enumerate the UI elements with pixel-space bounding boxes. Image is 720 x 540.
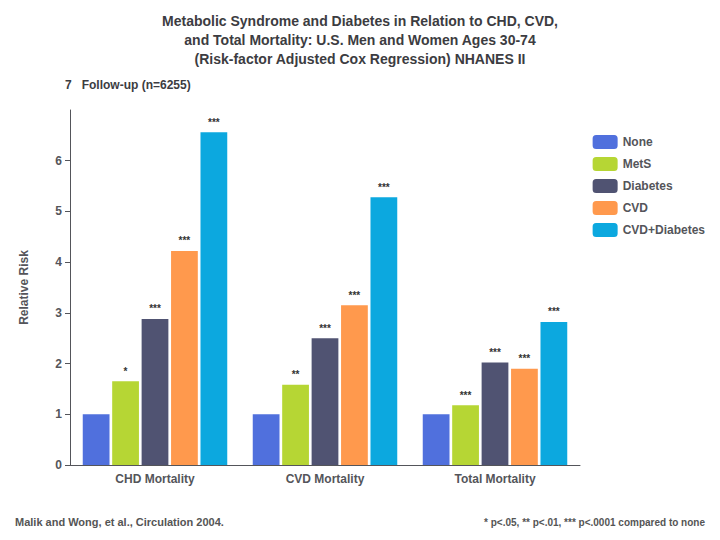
svg-text:CVD+Diabetes: CVD+Diabetes <box>623 223 706 237</box>
svg-text:CVD Mortality: CVD Mortality <box>286 472 365 486</box>
svg-text:* p<.05, ** p<.01, *** p<.0001: * p<.05, ** p<.01, *** p<.0001 compared … <box>484 517 705 528</box>
svg-text:CVD: CVD <box>623 201 649 215</box>
svg-text:6: 6 <box>55 154 62 168</box>
svg-text:Diabetes: Diabetes <box>623 179 673 193</box>
svg-text:***: *** <box>349 290 361 301</box>
svg-text:***: *** <box>548 306 560 317</box>
svg-text:***: *** <box>519 353 531 364</box>
svg-text:***: *** <box>460 390 472 401</box>
svg-text:Malik and Wong, et al., Circul: Malik and Wong, et al., Circulation 2004… <box>15 516 224 528</box>
svg-text:Total Mortality: Total Mortality <box>454 472 535 486</box>
svg-text:***: *** <box>149 303 161 314</box>
svg-text:5: 5 <box>55 204 62 218</box>
svg-text:3: 3 <box>55 306 62 320</box>
svg-text:***: *** <box>378 182 390 193</box>
svg-text:CHD Mortality: CHD Mortality <box>115 472 195 486</box>
svg-text:None: None <box>623 135 653 149</box>
svg-text:***: *** <box>319 323 331 334</box>
svg-text:1: 1 <box>55 407 62 421</box>
svg-text:and Total Mortality: U.S. Men: and Total Mortality: U.S. Men and Women … <box>184 32 536 48</box>
svg-text:7 Follow-up (n=6255): 7 Follow-up (n=6255) <box>65 78 191 92</box>
svg-text:**: ** <box>292 369 300 380</box>
svg-text:(Risk-factor Adjusted Cox Regr: (Risk-factor Adjusted Cox Regression) NH… <box>195 51 526 67</box>
svg-text:***: *** <box>179 235 191 246</box>
svg-text:Relative Risk: Relative Risk <box>17 250 31 325</box>
svg-text:0: 0 <box>55 458 62 472</box>
svg-text:***: *** <box>489 347 501 358</box>
svg-text:***: *** <box>208 117 220 128</box>
svg-text:*: * <box>124 366 128 377</box>
svg-text:4: 4 <box>55 255 62 269</box>
svg-text:2: 2 <box>55 357 62 371</box>
svg-text:MetS: MetS <box>623 157 652 171</box>
svg-text:Metabolic Syndrome and Diabete: Metabolic Syndrome and Diabetes in Relat… <box>162 13 558 29</box>
